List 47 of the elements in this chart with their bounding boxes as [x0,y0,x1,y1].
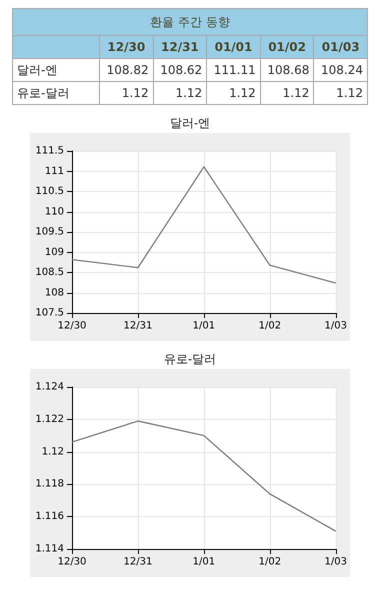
data-label: 111.11 [206,58,260,82]
data-label: 1.12 [206,82,260,104]
category-label: 12/31 [153,36,207,58]
line-series [71,166,336,284]
x-tick-label: 1/01 [192,320,216,332]
category-label: 01/03 [314,36,368,58]
category-label: 12/30 [100,36,154,58]
x-tick-label: 12/30 [58,320,86,332]
y-tick-label: 1.122 [35,414,64,425]
line-series [71,420,336,532]
x-tick-label: 1/01 [192,556,216,568]
y-tick-label: 1.124 [35,382,64,392]
text: 환율 주간 동향 [12,8,368,36]
category-label: 01/02 [260,36,314,58]
data-label: 108.82 [100,58,154,82]
data-label: 1.12 [314,82,368,104]
data-label: 1.12 [260,82,314,104]
x-tick-label: 1/02 [258,556,282,568]
y-tick-label: 111.5 [35,146,64,156]
chart-title: 유로-달러 [162,351,218,368]
y-tick-label: 1.114 [35,544,64,554]
x-tick-label: 1/02 [258,320,282,332]
y-tick-label: 108.5 [35,267,64,278]
y-tick-label: 1.12 [42,446,64,458]
y-tick-label: 108 [44,287,64,298]
y-tick-label: 109 [44,246,64,258]
data-label: 1.12 [100,82,154,104]
y-tick-label: 1.116 [35,511,64,522]
y-tick-label: 110 [44,206,64,218]
y-tick-label: 109.5 [35,226,64,238]
y-tick-label: 111 [44,166,64,177]
x-tick-label: 1/03 [324,556,348,568]
data-label: 108.24 [314,58,368,82]
y-tick-label: 107.5 [35,308,64,318]
y-tick-label: 1.118 [35,478,64,490]
chart-title: 달러-엔 [168,115,212,132]
x-tick-label: 12/30 [58,556,86,568]
data-label: 108.62 [153,58,207,82]
y-tick-label: 110.5 [35,186,64,197]
data-label: 108.68 [260,58,314,82]
text: 달러-엔 [12,58,100,82]
x-tick-label: 12/31 [124,556,152,568]
x-tick-label: 12/31 [124,320,152,332]
category-label: 01/01 [206,36,260,58]
x-tick-label: 1/03 [324,320,348,332]
text: 유로-달러 [12,82,100,104]
data-label: 1.12 [153,82,207,104]
